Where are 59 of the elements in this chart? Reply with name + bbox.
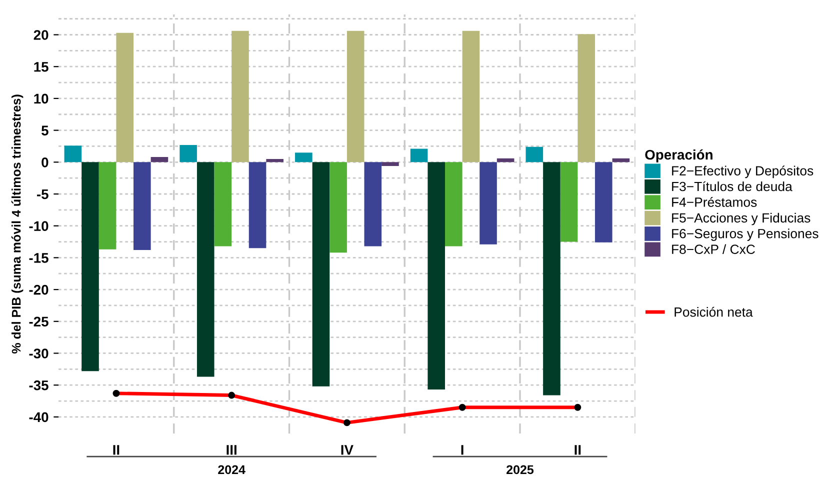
y-tick-label: -35	[29, 380, 48, 390]
bar	[578, 34, 595, 162]
y-tick-label: -25	[29, 316, 48, 327]
y-tick-label: -10	[29, 221, 48, 232]
bar	[496, 158, 514, 162]
legend-label: F3−Títulos de deuda	[672, 181, 792, 192]
bar	[82, 162, 99, 372]
legend-label: F8−CxP / CxC	[672, 244, 755, 254]
y-tick-label: -15	[29, 253, 48, 263]
legend-label: F5−Acciones y Fiducias	[672, 212, 810, 226]
bar	[64, 146, 82, 162]
bar	[312, 162, 330, 386]
y-tick-label: -5	[36, 189, 48, 200]
x-tick-label: I	[461, 445, 464, 455]
text: 2025	[506, 465, 534, 474]
y-tick-label: 15	[34, 62, 48, 72]
x-tick-label: II	[113, 445, 120, 455]
bar	[526, 146, 544, 162]
y-tick-label: -30	[29, 348, 48, 358]
legend-label: F2−Efectivo y Depósitos	[672, 166, 814, 178]
bar	[612, 158, 630, 162]
legend-label: F4−Préstamos	[672, 197, 757, 207]
legend-label: Posición neta	[674, 306, 753, 317]
bar	[134, 162, 151, 250]
bar	[480, 162, 497, 244]
bar	[248, 162, 266, 248]
bar	[594, 162, 612, 242]
bar	[116, 32, 134, 162]
bar	[346, 30, 364, 162]
bar	[295, 152, 312, 162]
x-tick-label: IV	[341, 445, 354, 455]
x-tick-label: II	[574, 445, 581, 455]
y-tick-label: 10	[34, 94, 48, 104]
bar	[445, 162, 462, 246]
bar	[364, 162, 382, 246]
bar	[98, 162, 116, 250]
y-tick-label: 0	[42, 157, 48, 168]
bar	[214, 162, 232, 246]
bar	[543, 162, 560, 396]
x-tick-label: III	[226, 445, 236, 455]
bar	[330, 162, 347, 253]
bar	[428, 162, 446, 390]
text: 2024	[218, 465, 246, 474]
bar	[560, 162, 578, 242]
bar	[180, 144, 197, 162]
bar	[232, 30, 249, 162]
y-tick-label: 20	[34, 30, 48, 40]
bar	[266, 158, 284, 162]
y-tick-label: 5	[42, 126, 48, 136]
y-tick-label: -20	[29, 284, 48, 295]
bar	[462, 30, 480, 162]
bar	[150, 157, 168, 162]
bar	[382, 162, 399, 166]
y-tick-label: -40	[29, 412, 48, 422]
bar	[196, 162, 214, 377]
legend-label: F6−Seguros y Pensiones	[672, 228, 818, 241]
legend-title: Operación	[645, 149, 712, 162]
y-axis-title: % del PIB (suma móvil 4 últimos trimestres)	[11, 94, 24, 354]
bar	[410, 148, 428, 162]
